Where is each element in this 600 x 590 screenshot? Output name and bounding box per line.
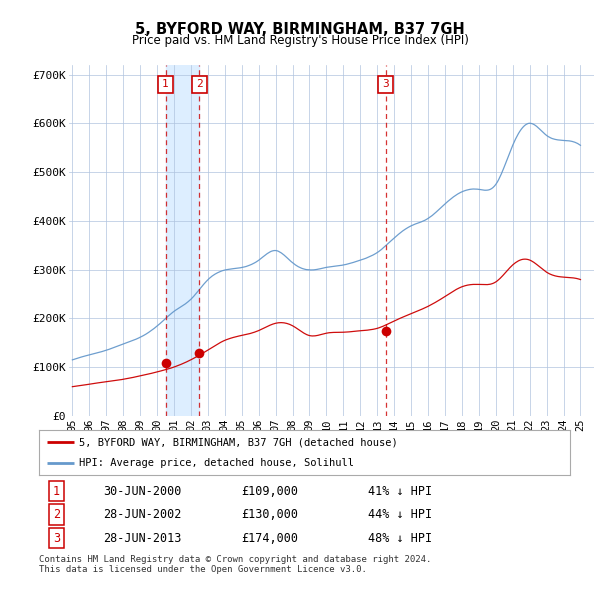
Text: 28-JUN-2002: 28-JUN-2002 [103,508,181,521]
Text: 44% ↓ HPI: 44% ↓ HPI [368,508,433,521]
Text: 28-JUN-2013: 28-JUN-2013 [103,532,181,545]
Text: 2: 2 [196,80,203,90]
Text: 5, BYFORD WAY, BIRMINGHAM, B37 7GH (detached house): 5, BYFORD WAY, BIRMINGHAM, B37 7GH (deta… [79,437,398,447]
Text: £130,000: £130,000 [241,508,298,521]
Text: Price paid vs. HM Land Registry's House Price Index (HPI): Price paid vs. HM Land Registry's House … [131,34,469,47]
Text: 48% ↓ HPI: 48% ↓ HPI [368,532,433,545]
Text: 3: 3 [53,532,60,545]
Text: 1: 1 [162,80,169,90]
Text: 2: 2 [53,508,60,521]
Bar [166,65,199,416]
Text: 30-JUN-2000: 30-JUN-2000 [103,485,181,498]
Text: 41% ↓ HPI: 41% ↓ HPI [368,485,433,498]
Text: 3: 3 [382,80,389,90]
Text: £174,000: £174,000 [241,532,298,545]
Text: £109,000: £109,000 [241,485,298,498]
Text: 1: 1 [53,485,60,498]
Text: Contains HM Land Registry data © Crown copyright and database right 2024.
This d: Contains HM Land Registry data © Crown c… [39,555,431,574]
Text: 5, BYFORD WAY, BIRMINGHAM, B37 7GH: 5, BYFORD WAY, BIRMINGHAM, B37 7GH [135,22,465,37]
Text: HPI: Average price, detached house, Solihull: HPI: Average price, detached house, Soli… [79,458,354,468]
